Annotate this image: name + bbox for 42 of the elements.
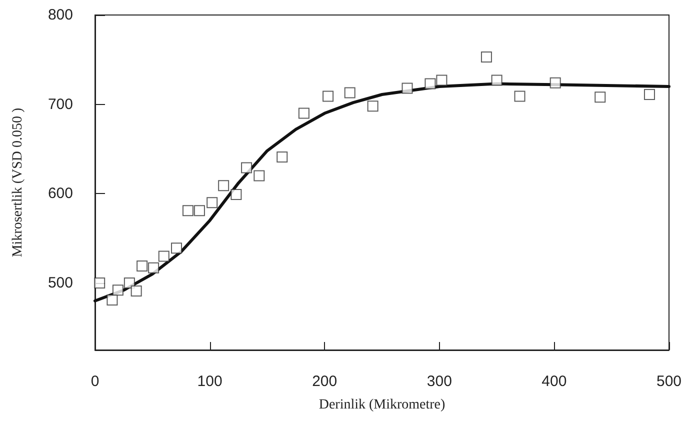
point <box>218 180 230 192</box>
point <box>94 278 106 288</box>
point <box>344 87 356 98</box>
point <box>402 82 413 94</box>
point <box>241 162 252 174</box>
x-axis-title: Derinlik (Mikrometre) <box>318 398 446 412</box>
point <box>514 90 526 102</box>
x-tick-label: 300 <box>426 373 452 390</box>
point <box>594 92 606 103</box>
point <box>367 100 378 112</box>
x-tick-label: 0 <box>90 373 100 390</box>
point <box>130 286 142 297</box>
point <box>182 205 194 216</box>
point <box>436 74 448 86</box>
point <box>480 51 492 62</box>
point <box>106 294 118 306</box>
point <box>206 197 218 208</box>
x-tick-label: 500 <box>656 373 682 390</box>
point <box>148 262 160 274</box>
y-tick-label: 800 <box>48 6 73 24</box>
point <box>136 260 148 272</box>
point <box>276 152 288 163</box>
point <box>424 78 436 90</box>
point <box>230 189 242 200</box>
point <box>124 278 135 288</box>
y-axis-title: Mikrosertlik (VSD 0.050 ) <box>10 108 26 258</box>
y-tick-label: 500 <box>48 274 73 292</box>
point <box>644 89 655 100</box>
x-tick-label: 400 <box>542 373 567 390</box>
point <box>491 74 502 86</box>
x-tick-label: 100 <box>197 373 222 390</box>
point <box>158 250 170 262</box>
y-tick-label: 600 <box>48 185 73 202</box>
point <box>322 90 334 102</box>
y-tick-label: 700 <box>48 96 73 113</box>
point <box>254 170 265 182</box>
x-tick-label: 200 <box>312 373 338 390</box>
point <box>112 284 124 296</box>
point <box>194 205 205 216</box>
point <box>550 77 561 88</box>
point <box>298 108 310 119</box>
point <box>171 242 182 254</box>
